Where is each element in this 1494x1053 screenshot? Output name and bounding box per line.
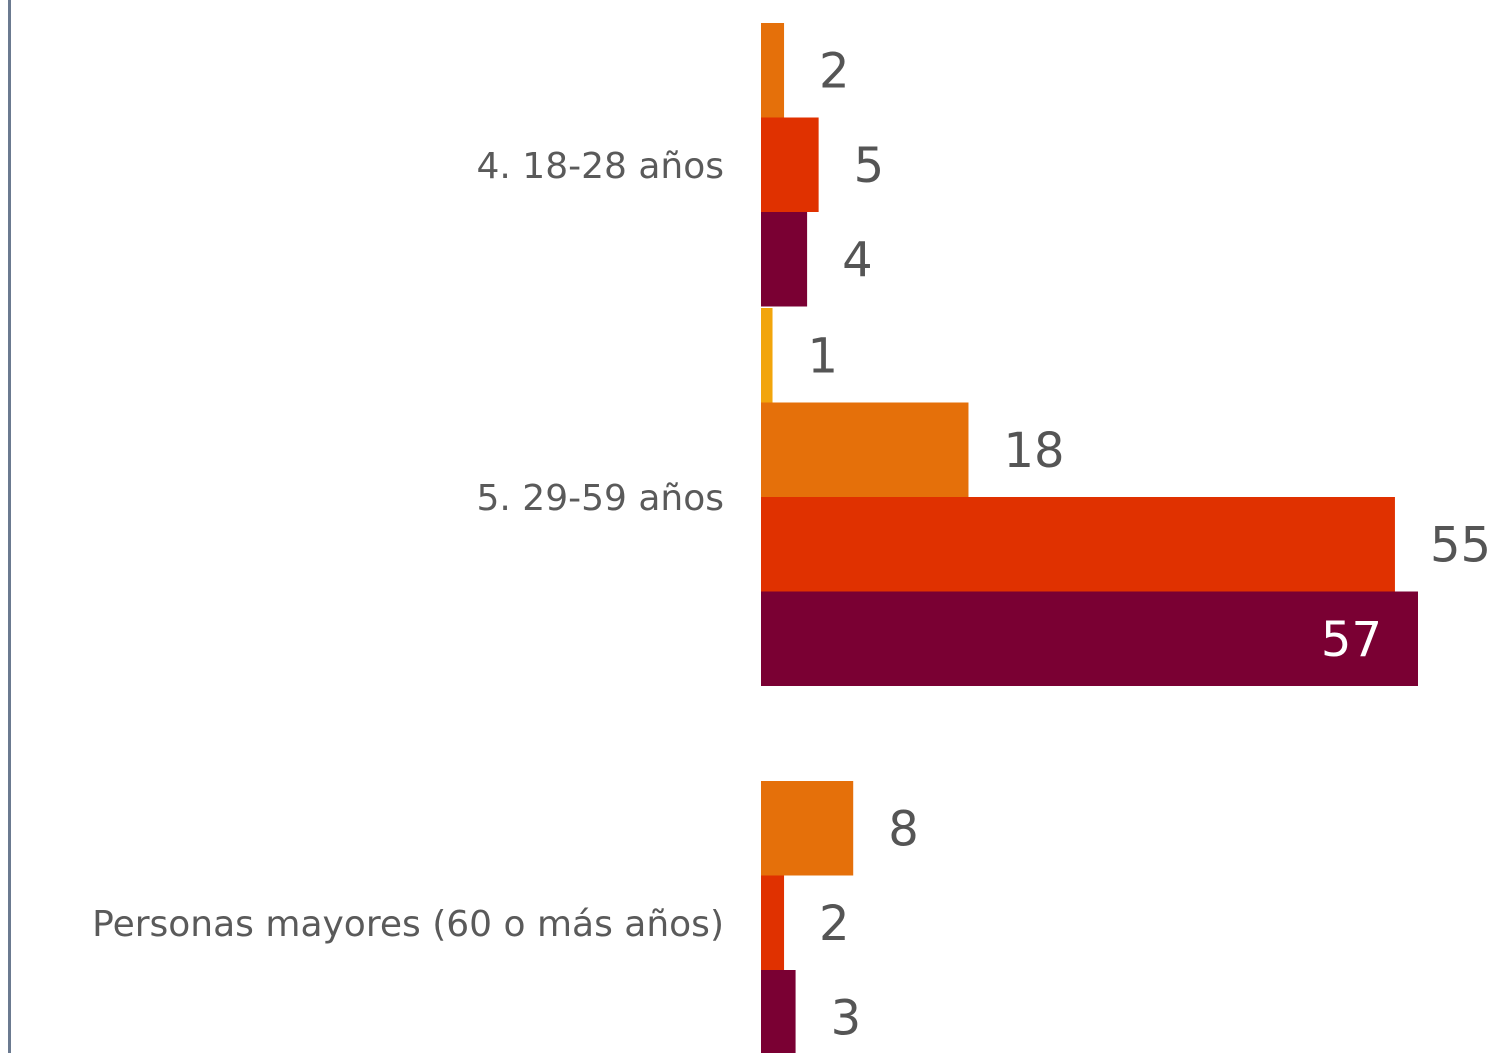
bar xyxy=(761,970,796,1053)
category-label: Personas mayores (60 o más años) xyxy=(92,904,724,945)
data-label: 2 xyxy=(819,896,850,952)
bar xyxy=(761,23,785,118)
bar xyxy=(761,497,1395,592)
data-label: 1 xyxy=(808,328,839,384)
data-label: 2 xyxy=(819,43,850,99)
data-label: 55 xyxy=(1430,517,1491,573)
data-label: 57 xyxy=(1321,612,1382,668)
bar xyxy=(761,591,1418,686)
category-label: 4. 18-28 años xyxy=(477,146,725,187)
bar xyxy=(761,781,854,876)
data-label: 18 xyxy=(1003,423,1064,479)
bar xyxy=(761,875,785,970)
bar xyxy=(761,212,808,307)
bar xyxy=(761,117,819,212)
data-label: 4 xyxy=(842,232,873,288)
bar xyxy=(761,308,773,403)
left-border-rule xyxy=(8,0,11,1053)
data-label: 3 xyxy=(831,990,862,1046)
data-label: 5 xyxy=(854,138,885,194)
category-label: 5. 29-59 años xyxy=(477,478,725,519)
bar xyxy=(761,402,969,497)
data-label: 8 xyxy=(888,801,919,857)
